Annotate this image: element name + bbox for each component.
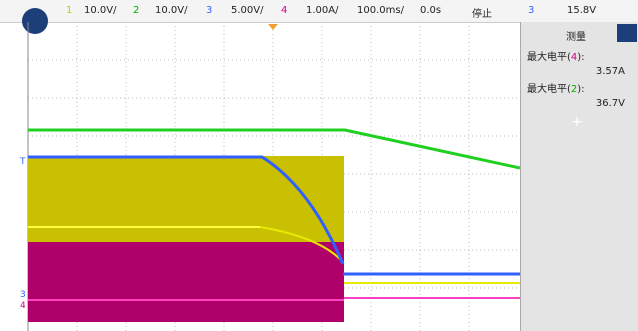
timebase[interactable]: 100.0ms/ [357,5,404,16]
trigger-level[interactable]: 15.8V [567,5,596,16]
trigger-source[interactable]: 3 [528,5,534,16]
ch1-envelope [28,156,344,246]
label-suffix: ): [577,52,584,63]
ch3-marker: 3 [20,290,26,300]
scope-screen: 1 10.0V/ 2 10.0V/ 3 5.00V/ 4 1.00A/ 100.… [0,0,638,331]
graticule: T 3 4 [0,22,520,331]
ch4-marker: 4 [20,301,26,311]
measure-label: 最大电平(2): [527,80,585,95]
ch-scale[interactable]: 1.00A/ [306,5,338,16]
measure-label: 最大电平(4): [527,48,585,63]
ch-scale[interactable]: 5.00V/ [231,5,263,16]
label-suffix: ): [577,84,584,95]
delay[interactable]: 0.0s [420,5,441,16]
panel-icon[interactable] [617,24,637,42]
panel-title: 测量 [541,28,611,43]
ch-number[interactable]: 3 [206,5,212,16]
trigger-marker: T [19,157,26,167]
measure-panel: 测量 最大电平(4): 3.57A 最大电平(2): 36.7V + [520,22,638,331]
add-measure[interactable]: + [567,114,587,134]
ch-scale[interactable]: 10.0V/ [84,5,116,16]
measure-value: 3.57A [596,66,625,77]
run-status[interactable]: 停止 [472,5,492,20]
ch-number[interactable]: 2 [133,5,139,16]
label-prefix: 最大电平( [527,84,571,95]
ch-number[interactable]: 4 [281,5,287,16]
label-prefix: 最大电平( [527,52,571,63]
measure-value: 36.7V [596,98,625,109]
ch-number[interactable]: 1 [66,5,72,16]
ch-scale[interactable]: 10.0V/ [155,5,187,16]
